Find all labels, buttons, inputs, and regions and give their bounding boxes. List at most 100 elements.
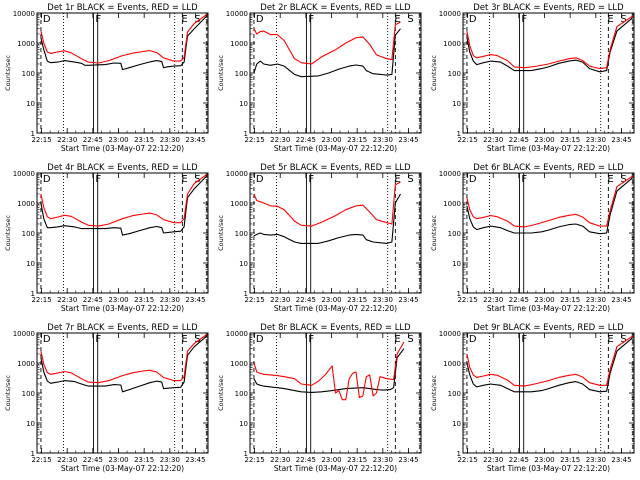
series-events-line: [40, 175, 208, 236]
x-axis-label: Start Time (03-May-07 22:12:20): [274, 144, 397, 153]
x-tick-label: 22:30: [57, 456, 77, 464]
chart-title: Det 6r BLACK = Events, RED = LLD: [473, 163, 624, 173]
y-tick-label: 100: [235, 390, 248, 398]
x-tick-label: 23:45: [611, 456, 631, 464]
y-tick-label: 100: [22, 230, 35, 238]
x-axis-label: Start Time (03-May-07 22:12:20): [61, 144, 184, 153]
x-tick-label: 22:15: [31, 296, 51, 304]
marker-letter: D: [256, 174, 264, 185]
series-events-line: [253, 193, 401, 244]
x-tick-label: 23:00: [534, 136, 554, 144]
marker-letter: F: [95, 174, 101, 185]
x-tick-label: 22:30: [270, 136, 290, 144]
x-tick-label: 22:15: [457, 296, 477, 304]
marker-letter: E: [394, 334, 400, 345]
y-tick-label: 1: [244, 130, 248, 138]
y-tick-label: 100: [448, 70, 461, 78]
x-tick-label: 23:00: [321, 136, 341, 144]
x-tick-label: 23:15: [347, 296, 367, 304]
chart-panel-6: Det 6r BLACK = Events, RED = LLD 1 10 100 10…: [430, 163, 635, 313]
x-tick-label: 22:15: [457, 456, 477, 464]
y-tick-label: 100: [235, 70, 248, 78]
chart-title: Det 4r BLACK = Events, RED = LLD: [47, 163, 198, 173]
x-tick-label: 23:00: [321, 296, 341, 304]
x-tick-label: 23:45: [185, 136, 205, 144]
y-tick-label: 10: [452, 260, 461, 268]
x-tick-label: 22:45: [509, 136, 529, 144]
x-tick-label: 22:30: [57, 296, 77, 304]
y-tick-label: 1: [31, 450, 35, 458]
marker-letter: S: [620, 334, 626, 345]
y-axis-label: Counts/sec: [217, 55, 225, 91]
x-tick-label: 22:15: [457, 136, 477, 144]
y-tick-label: 1000: [17, 200, 35, 208]
marker-letter: D: [256, 14, 264, 25]
marker-letter: D: [469, 334, 477, 345]
x-tick-label: 23:30: [373, 136, 393, 144]
marker-letter: F: [95, 14, 101, 25]
marker-letter: E: [607, 174, 613, 185]
series-lld-line: [253, 181, 401, 227]
x-axis-label: Start Time (03-May-07 22:12:20): [487, 464, 610, 473]
x-tick-label: 23:15: [347, 456, 367, 464]
y-tick-label: 10: [452, 420, 461, 428]
y-tick-label: 10000: [439, 170, 461, 178]
y-axis-label: Counts/sec: [430, 215, 438, 251]
x-axis-label: Start Time (03-May-07 22:12:20): [61, 304, 184, 313]
x-axis-label: Start Time (03-May-07 22:12:20): [61, 464, 184, 473]
marker-letter: E: [181, 334, 187, 345]
y-tick-label: 1: [457, 130, 461, 138]
series-events-line: [466, 177, 634, 235]
y-axis-label: Counts/sec: [4, 55, 12, 91]
marker-letter: F: [521, 334, 527, 345]
marker-letter: E: [607, 334, 613, 345]
marker-letter: S: [620, 14, 626, 25]
y-tick-label: 1: [31, 290, 35, 298]
x-tick-label: 23:30: [586, 136, 606, 144]
y-tick-label: 100: [448, 390, 461, 398]
y-tick-label: 1: [31, 130, 35, 138]
x-tick-label: 23:00: [534, 296, 554, 304]
y-axis-label: Counts/sec: [217, 375, 225, 411]
series-events-line: [40, 15, 208, 71]
marker-letter: E: [181, 174, 187, 185]
x-tick-label: 23:30: [373, 456, 393, 464]
chart-title: Det 7r BLACK = Events, RED = LLD: [47, 323, 198, 333]
chart-title: Det 8r BLACK = Events, RED = LLD: [260, 323, 411, 333]
y-tick-label: 10: [239, 100, 248, 108]
x-tick-label: 22:45: [296, 456, 316, 464]
chart-title: Det 1r BLACK = Events, RED = LLD: [47, 3, 198, 13]
x-tick-label: 22:45: [296, 136, 316, 144]
x-tick-label: 23:15: [134, 456, 154, 464]
x-tick-label: 23:30: [586, 456, 606, 464]
x-tick-label: 22:45: [296, 296, 316, 304]
y-tick-label: 1000: [443, 40, 461, 48]
chart-panel-7: Det 7r BLACK = Events, RED = LLD 1 10 100 10…: [4, 323, 209, 473]
y-axis-label: Counts/sec: [430, 55, 438, 91]
x-tick-label: 23:00: [108, 456, 128, 464]
marker-letter: D: [469, 174, 477, 185]
x-tick-label: 23:45: [398, 456, 418, 464]
series-lld-line: [466, 175, 634, 228]
x-axis-label: Start Time (03-May-07 22:12:20): [487, 304, 610, 313]
series-lld-line: [40, 13, 208, 64]
x-tick-label: 22:30: [270, 296, 290, 304]
chart-panel-1: Det 1r BLACK = Events, RED = LLD 1 10 100 10…: [4, 3, 209, 153]
x-tick-label: 22:30: [57, 136, 77, 144]
series-events-line: [253, 348, 405, 393]
marker-letter: F: [95, 334, 101, 345]
y-tick-label: 10: [26, 420, 35, 428]
x-tick-label: 23:00: [108, 136, 128, 144]
y-tick-label: 1000: [17, 40, 35, 48]
y-axis-label: Counts/sec: [4, 375, 12, 411]
x-tick-label: 23:45: [611, 136, 631, 144]
marker-letter: S: [407, 334, 413, 345]
x-tick-label: 23:15: [560, 136, 580, 144]
chart-title: Det 9r BLACK = Events, RED = LLD: [473, 323, 624, 333]
marker-letter: F: [521, 14, 527, 25]
x-tick-label: 22:45: [509, 296, 529, 304]
y-axis-label: Counts/sec: [4, 215, 12, 251]
series-lld-line: [40, 333, 208, 384]
series-lld-line: [253, 21, 401, 65]
chart-panel-8: Det 8r BLACK = Events, RED = LLD 1 10 100 10…: [217, 323, 422, 473]
